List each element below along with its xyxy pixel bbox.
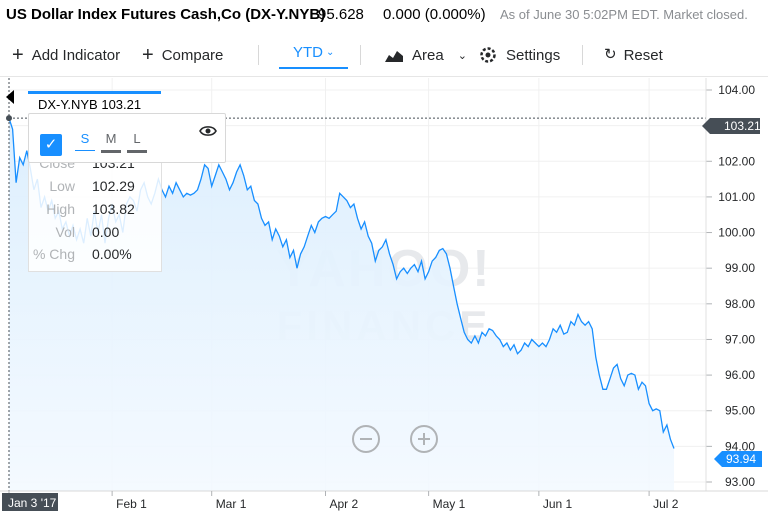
plus-icon: + (142, 44, 154, 66)
scale-small-underline (75, 150, 95, 151)
price-change: 0.000 (0.000%) (383, 6, 486, 23)
zoom-out-button[interactable] (352, 425, 380, 453)
ohlc-tooltip: Close 103.21 Low 102.29 High 103.82 Vol … (28, 150, 162, 272)
compare-label: Compare (161, 46, 224, 64)
x-axis: Jan 3 '17 Feb 1 Mar 1 Apr 2 May 1 Jun 1 Jul 2 (2, 491, 679, 511)
series-settings-panel: ✓ S M L (28, 113, 226, 163)
area-chart-icon (385, 51, 403, 62)
x-tick-label: Apr 2 (329, 497, 358, 511)
reset-icon: ↻ (604, 46, 617, 63)
tooltip-row: % Chg 0.00% (29, 246, 163, 268)
y-tick-label: 99.00 (725, 261, 755, 275)
tooltip-row: High 103.82 (29, 201, 163, 223)
reset-label: Reset (623, 46, 663, 64)
chart-toolbar: + Add Indicator + Compare YTD ⌄ Area ⌄ S… (0, 33, 768, 77)
y-axis: 104.00103.00102.00101.00100.0099.0098.00… (705, 78, 755, 491)
scale-medium-underline (101, 150, 121, 153)
y-tick-label: 102.00 (718, 154, 755, 168)
chart-type-label: Area (412, 46, 444, 64)
last-close-badge: 103.21 (702, 118, 761, 134)
reset-button[interactable]: ↻ Reset (604, 43, 663, 67)
toolbar-divider (360, 45, 361, 65)
x-tick-label: Feb 1 (116, 497, 147, 511)
current-price-badge: 93.94 (714, 451, 762, 467)
scale-medium-button[interactable]: M (101, 131, 121, 153)
tooltip-pointer-icon (6, 90, 14, 104)
chevron-down-icon: ⌄ (457, 49, 467, 62)
y-tick-label: 97.00 (725, 332, 755, 346)
chevron-down-icon: ⌄ (326, 46, 335, 58)
x-tick-label: Jun 1 (543, 497, 573, 511)
add-indicator-button[interactable]: + Add Indicator (12, 43, 120, 67)
settings-button[interactable]: Settings (479, 43, 560, 67)
tooltip-key: Low (49, 178, 75, 194)
y-tick-label: 96.00 (725, 368, 755, 382)
tooltip-key: % Chg (32, 246, 75, 262)
tooltip-value: 0.00 (92, 224, 120, 240)
plus-icon: + (12, 44, 24, 66)
tooltip-value: 103.82 (92, 201, 135, 217)
tooltip-value: 0.00% (92, 246, 132, 262)
crosshair-point (6, 115, 12, 122)
y-tick-label: 101.00 (718, 190, 755, 204)
quote-header: US Dollar Index Futures Cash,Co (DX-Y.NY… (0, 0, 768, 30)
tooltip-symbol-label: DX-Y.NYB 103.21 (28, 91, 161, 113)
tooltip-row: Vol 0.00 (29, 224, 163, 246)
compare-button[interactable]: + Compare (142, 43, 223, 67)
tooltip-key: High (46, 201, 75, 217)
market-status: As of June 30 5:02PM EDT. Market closed. (500, 7, 748, 22)
series-area-fill (9, 118, 674, 491)
y-tick-label: 104.00 (718, 83, 755, 97)
scale-large-label: L (133, 131, 141, 146)
scale-small-label: S (80, 131, 90, 146)
scale-large-button[interactable]: L (127, 131, 147, 153)
y-tick-label: 95.00 (725, 404, 755, 418)
x-start-badge (2, 493, 58, 511)
x-tick-label: Jan 3 '17 (8, 496, 57, 510)
y-tick-label: 94.00 (725, 439, 755, 453)
toolbar-divider (258, 45, 259, 65)
last-price: 95.628 (318, 6, 364, 23)
eye-icon[interactable] (199, 124, 217, 138)
scale-large-underline (127, 150, 147, 153)
settings-label: Settings (506, 46, 561, 64)
x-tick-label: Mar 1 (216, 497, 247, 511)
tooltip-key: Vol (55, 224, 75, 240)
tooltip-value: 102.29 (92, 178, 135, 194)
range-dropdown[interactable]: YTD ⌄ (279, 41, 349, 69)
y-tick-label: 93.00 (725, 475, 755, 489)
y-tick-label: 100.00 (718, 226, 755, 240)
toolbar-divider (582, 45, 583, 65)
gear-icon (480, 47, 496, 63)
chart-type-dropdown[interactable]: Area ⌄ (384, 43, 467, 67)
scale-medium-label: M (105, 131, 117, 146)
add-indicator-label: Add Indicator (31, 46, 121, 64)
x-tick-label: May 1 (433, 497, 466, 511)
security-title: US Dollar Index Futures Cash,Co (DX-Y.NY… (6, 6, 326, 23)
zoom-in-button[interactable] (410, 425, 438, 453)
scale-small-button[interactable]: S (75, 131, 95, 151)
x-tick-label: Jul 2 (653, 497, 679, 511)
range-label: YTD (293, 43, 323, 61)
y-tick-label: 98.00 (725, 297, 755, 311)
series-visible-checkbox[interactable]: ✓ (40, 134, 62, 156)
tooltip-row: Low 102.29 (29, 178, 163, 200)
